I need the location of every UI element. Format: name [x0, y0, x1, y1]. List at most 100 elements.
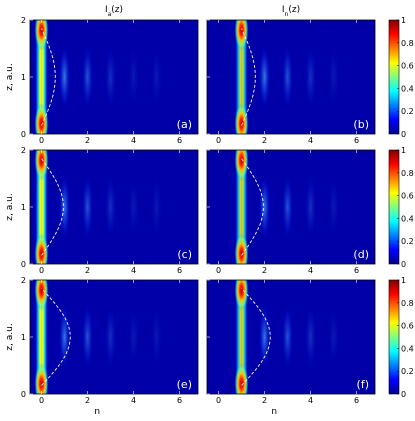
- side-band: [127, 45, 140, 109]
- intensity-peak: [34, 280, 49, 311]
- side-band: [150, 305, 163, 369]
- colorbar-tick-label: 0: [401, 260, 406, 269]
- side-band: [58, 175, 71, 239]
- x-tick-label: 6: [354, 266, 359, 275]
- side-band: [81, 175, 94, 239]
- side-band: [150, 45, 163, 109]
- dashed-trajectory: [241, 288, 271, 386]
- x-tick-label: 6: [177, 396, 182, 405]
- x-tick-label: 4: [131, 396, 136, 405]
- dashed-trajectory: [41, 28, 56, 126]
- colorbar-tick-label: 1: [401, 16, 406, 25]
- x-tick-label: 6: [354, 396, 359, 405]
- colorbars: 0 0.2 0.4 0.6 0.8 1 0 0.2 0.4 0.6 0.8 1 0 0.2 0.4 0.6 0.…: [388, 16, 414, 399]
- column-title: Ia(z): [105, 5, 123, 18]
- x-tick-label: 6: [177, 136, 182, 145]
- x-tick-label: 2: [85, 136, 90, 145]
- side-band: [327, 45, 340, 109]
- x-tick-label: 4: [308, 136, 313, 145]
- intensity-peak: [234, 103, 249, 134]
- x-tick-label: 6: [354, 136, 359, 145]
- y-tick-label: 0: [21, 390, 26, 399]
- side-band: [127, 305, 140, 369]
- x-tick-label: 4: [131, 136, 136, 145]
- x-tick-label: 4: [308, 266, 313, 275]
- colorbar-gradient: [388, 279, 400, 395]
- x-axis-label: n: [271, 407, 277, 417]
- y-axis-label: z, a.u.: [5, 193, 15, 220]
- panels-layer: (a) 0 2 4 6 0 1 2 z, a.u. (b) 0 2 4 6 (c) 0 2 4 6 0 1 2 z, a.u…: [5, 16, 376, 417]
- intensity-peak: [34, 150, 49, 181]
- y-axis-label: z, a.u.: [5, 63, 15, 90]
- panel-f: (f) 0 2 4 6 n: [206, 279, 376, 417]
- panel-label: (e): [177, 378, 192, 391]
- x-tick-label: 0: [39, 136, 44, 145]
- side-band: [104, 305, 117, 369]
- y-tick-label: 1: [21, 333, 26, 342]
- intensity-peak: [34, 233, 49, 264]
- colorbar: 0 0.2 0.4 0.6 0.8 1: [388, 146, 414, 269]
- colorbar: 0 0.2 0.4 0.6 0.8 1: [388, 16, 414, 139]
- column-titles: Ia(z) In(z): [105, 5, 300, 18]
- side-band: [127, 175, 140, 239]
- panel-e: (e) 0 2 4 6 0 1 2 z, a.u. n: [5, 276, 199, 417]
- side-band: [258, 45, 271, 109]
- x-tick-label: 2: [85, 396, 90, 405]
- side-band: [58, 45, 71, 109]
- intensity-peak: [34, 20, 49, 51]
- x-tick-label: 2: [262, 266, 267, 275]
- panel-label: (d): [353, 248, 369, 261]
- y-tick-label: 0: [21, 260, 26, 269]
- colorbar-tick-label: 0: [401, 130, 406, 139]
- colorbar-tick-label: 0.4: [401, 344, 414, 353]
- intensity-peak: [34, 103, 49, 134]
- side-band: [150, 175, 163, 239]
- side-band: [327, 305, 340, 369]
- side-band: [281, 175, 294, 239]
- panel-c: (c) 0 2 4 6 0 1 2 z, a.u.: [5, 146, 199, 275]
- side-band: [104, 45, 117, 109]
- side-band: [304, 305, 317, 369]
- side-band: [258, 305, 271, 369]
- column-title: In(z): [282, 5, 300, 18]
- x-tick-label: 0: [39, 396, 44, 405]
- y-tick-label: 2: [21, 16, 26, 25]
- panel-a: (a) 0 2 4 6 0 1 2 z, a.u.: [5, 16, 199, 145]
- colorbar-gradient: [388, 19, 400, 135]
- intensity-peak: [34, 363, 49, 394]
- x-tick-label: 0: [216, 136, 221, 145]
- side-band: [81, 45, 94, 109]
- colorbar-tick-label: 1: [401, 146, 406, 155]
- dashed-trajectory: [41, 288, 71, 386]
- panel-d: (d) 0 2 4 6: [206, 149, 376, 275]
- colorbar-gradient: [388, 149, 400, 265]
- x-tick-label: 2: [85, 266, 90, 275]
- side-band: [304, 175, 317, 239]
- side-band: [281, 305, 294, 369]
- x-axis-label: n: [94, 407, 100, 417]
- colorbar-tick-label: 0.4: [401, 214, 414, 223]
- x-tick-label: 2: [262, 136, 267, 145]
- intensity-peak: [234, 20, 249, 51]
- x-tick-label: 0: [216, 396, 221, 405]
- dashed-trajectory: [241, 28, 256, 126]
- x-tick-label: 6: [177, 266, 182, 275]
- y-tick-label: 2: [21, 146, 26, 155]
- y-tick-label: 0: [21, 130, 26, 139]
- intensity-peak: [234, 363, 249, 394]
- x-tick-label: 0: [216, 266, 221, 275]
- colorbar-tick-label: 0.6: [401, 62, 414, 71]
- colorbar: 0 0.2 0.4 0.6 0.8 1: [388, 276, 414, 399]
- intensity-peak: [234, 150, 249, 181]
- side-band: [281, 45, 294, 109]
- x-tick-label: 4: [131, 266, 136, 275]
- colorbar-tick-label: 0.8: [401, 299, 414, 308]
- y-tick-label: 1: [21, 73, 26, 82]
- side-band: [58, 305, 71, 369]
- side-band: [304, 45, 317, 109]
- side-band: [258, 175, 271, 239]
- colorbar-tick-label: 0.2: [401, 237, 414, 246]
- side-band: [81, 305, 94, 369]
- colorbar-tick-label: 0.4: [401, 84, 414, 93]
